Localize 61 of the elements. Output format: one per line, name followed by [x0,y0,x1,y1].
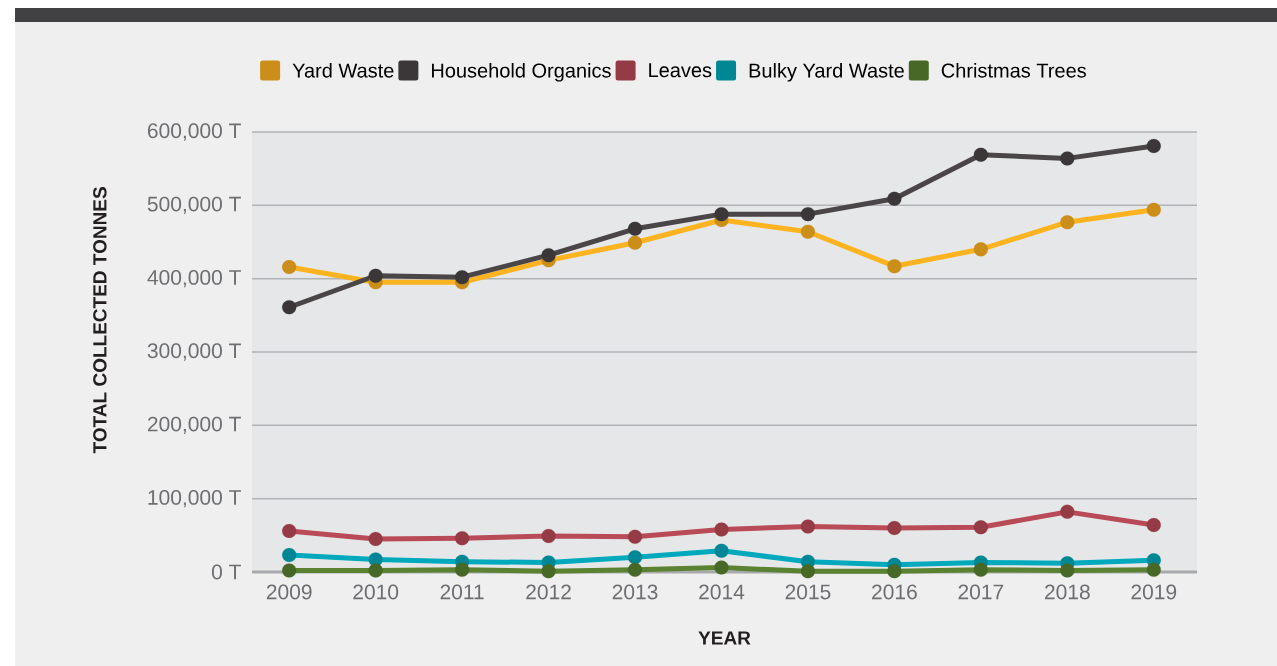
point [800,519,815,534]
point [627,562,643,577]
y-tick-label: 400,000 T [147,269,241,288]
y-tick-label: 0 T [211,564,241,580]
point [887,191,902,206]
point [714,560,729,575]
point [887,564,902,579]
point [800,207,815,222]
y-tick-label: 600,000 T [147,123,241,141]
x-tick-label: 2012 [526,584,571,600]
point [541,529,556,544]
point [973,520,988,535]
point [282,523,297,538]
point [800,564,815,579]
point [887,520,902,536]
x-tick-label: 2018 [1045,584,1090,600]
point [1146,517,1161,533]
point [714,207,729,222]
y-tick-label: 200,000 T [147,416,241,434]
point [627,550,643,565]
x-tick-label: 2011 [440,584,484,600]
point [455,270,470,285]
point [541,248,556,263]
point [627,529,643,544]
point [973,147,988,162]
legend-label: Christmas Trees [941,62,1086,78]
x-tick-label: 2009 [266,584,312,600]
point [455,531,470,546]
point [714,543,729,558]
point [1146,562,1161,577]
point [627,221,643,236]
x-tick-label: 2017 [958,584,1004,600]
point [368,531,383,547]
point [455,562,470,577]
legend-label: Leaves [649,63,712,78]
point [1146,138,1161,153]
x-tick-label: 2016 [872,584,917,600]
y-tick-label: 500,000 T [147,196,241,214]
point [368,268,383,283]
point [714,522,729,537]
y-tick-label: 300,000 T [147,343,241,361]
x-tick-label: 2010 [353,584,399,600]
point [282,548,297,563]
point [1060,504,1075,519]
x-axis-title: YEAR [698,631,751,645]
x-tick-label: 2013 [612,584,658,600]
legend-label: Yard Waste [292,62,394,78]
point [541,564,556,579]
point [1060,151,1075,166]
y-axis-title: TOTAL COLLECTED TONNES [93,187,107,454]
legend-label: Household Organics [432,62,611,82]
point [282,563,297,578]
y-tick-label: 100,000 T [148,489,241,508]
x-tick-label: 2019 [1131,584,1177,600]
legend-label: Bulky Yard Waste [749,62,904,82]
x-tick-label: 2015 [785,584,831,600]
point [368,563,383,578]
point [1060,563,1075,578]
x-tick-label: 2014 [699,584,745,600]
point [282,300,297,315]
point [973,562,988,577]
